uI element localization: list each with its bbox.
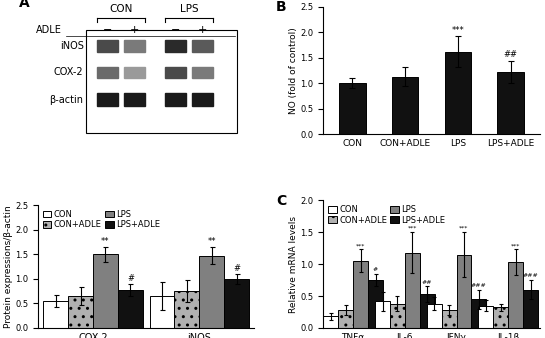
Bar bbox=[192, 67, 213, 78]
Text: ***: *** bbox=[356, 243, 365, 248]
Text: ##: ## bbox=[504, 50, 518, 59]
Text: ***: *** bbox=[451, 26, 464, 35]
Bar bbox=[479, 306, 493, 328]
Bar bbox=[445, 52, 471, 134]
Text: ADLE: ADLE bbox=[36, 25, 62, 35]
Bar bbox=[392, 77, 419, 134]
Bar bbox=[390, 304, 405, 328]
Bar bbox=[457, 255, 471, 328]
Bar bbox=[498, 72, 524, 134]
Text: −: − bbox=[171, 25, 180, 35]
Text: ###: ### bbox=[523, 273, 538, 278]
Text: B: B bbox=[276, 0, 287, 15]
Text: A: A bbox=[19, 0, 29, 10]
Bar bbox=[192, 93, 213, 106]
Bar bbox=[96, 67, 118, 78]
Text: +: + bbox=[130, 25, 139, 35]
Bar bbox=[471, 299, 486, 328]
Bar bbox=[353, 261, 368, 328]
Bar bbox=[225, 279, 249, 328]
Text: −: − bbox=[102, 25, 112, 35]
Text: ##: ## bbox=[422, 280, 432, 285]
Bar bbox=[427, 304, 441, 328]
Bar bbox=[441, 310, 457, 328]
Y-axis label: Protein expressions/β-actin: Protein expressions/β-actin bbox=[3, 205, 13, 328]
Text: **: ** bbox=[101, 237, 110, 246]
Text: #: # bbox=[233, 264, 240, 273]
Text: ###: ### bbox=[471, 283, 487, 288]
Text: ***: *** bbox=[408, 225, 417, 231]
Bar bbox=[493, 308, 508, 328]
Bar bbox=[96, 93, 118, 106]
Text: C: C bbox=[276, 194, 286, 208]
Bar bbox=[375, 301, 390, 328]
Text: LPS: LPS bbox=[180, 4, 198, 15]
Legend: CON, CON+ADLE, LPS, LPS+ADLE: CON, CON+ADLE, LPS, LPS+ADLE bbox=[43, 209, 161, 230]
Bar bbox=[368, 280, 383, 328]
Y-axis label: NO (fold of control): NO (fold of control) bbox=[289, 27, 298, 114]
Bar bbox=[124, 93, 145, 106]
Bar bbox=[420, 294, 434, 328]
Text: **: ** bbox=[208, 237, 216, 246]
Text: iNOS: iNOS bbox=[59, 41, 83, 51]
Text: ***: *** bbox=[459, 225, 469, 231]
Bar bbox=[192, 40, 213, 52]
Legend: CON, CON+ADLE, LPS, LPS+ADLE: CON, CON+ADLE, LPS, LPS+ADLE bbox=[328, 204, 446, 225]
Bar bbox=[124, 40, 145, 52]
Bar bbox=[508, 262, 523, 328]
Text: COX-2: COX-2 bbox=[54, 67, 83, 77]
Bar bbox=[339, 83, 366, 134]
Text: #: # bbox=[127, 274, 134, 283]
Y-axis label: Relative mRNA levels: Relative mRNA levels bbox=[289, 216, 298, 313]
Text: β-actin: β-actin bbox=[50, 95, 83, 105]
Bar bbox=[199, 256, 225, 328]
Bar bbox=[165, 93, 186, 106]
Text: #: # bbox=[373, 267, 378, 272]
Bar bbox=[165, 67, 186, 78]
Bar bbox=[43, 301, 68, 328]
Bar bbox=[405, 253, 420, 328]
Bar bbox=[174, 291, 199, 328]
Bar bbox=[124, 67, 145, 78]
Text: +: + bbox=[198, 25, 207, 35]
Bar bbox=[149, 296, 174, 328]
Text: CON: CON bbox=[109, 4, 132, 15]
Bar bbox=[338, 310, 353, 328]
Bar bbox=[68, 296, 93, 328]
Bar bbox=[93, 254, 118, 328]
Bar bbox=[323, 316, 338, 328]
Bar bbox=[86, 30, 237, 133]
Bar bbox=[118, 290, 143, 328]
Bar bbox=[165, 40, 186, 52]
Text: ***: *** bbox=[511, 243, 520, 248]
Bar bbox=[523, 290, 538, 328]
Bar bbox=[96, 40, 118, 52]
